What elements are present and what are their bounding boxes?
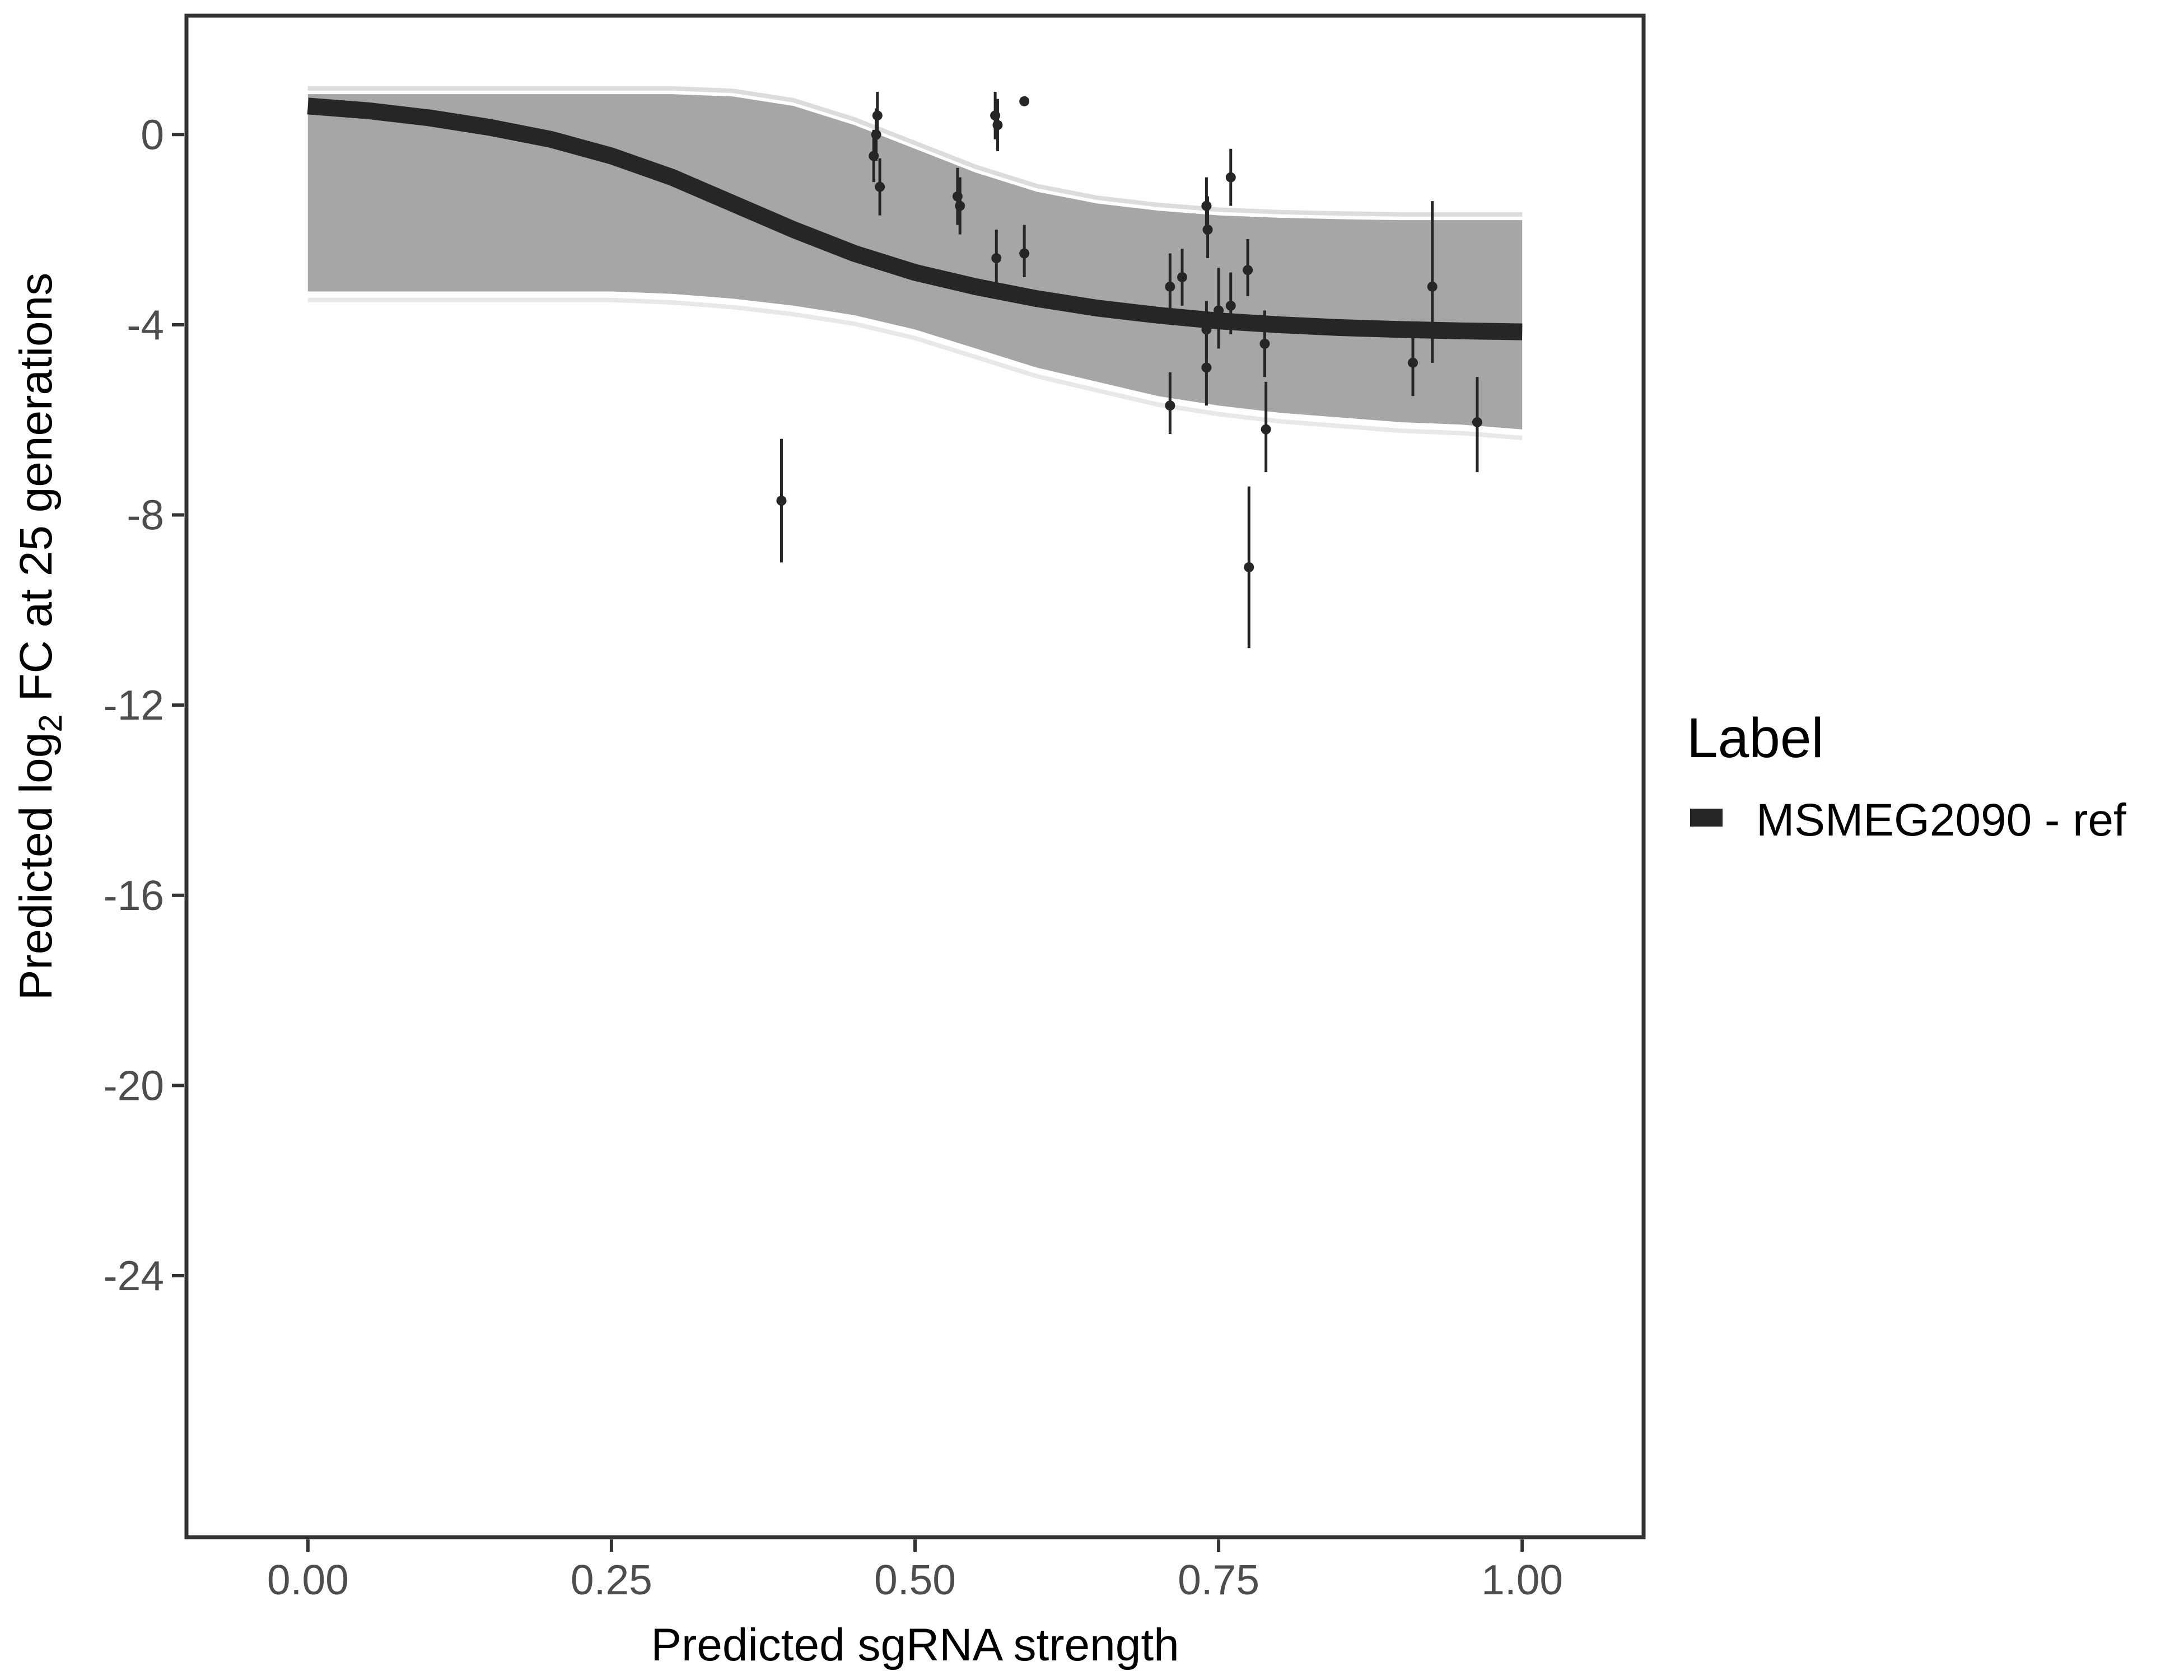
- data-point-4: [872, 91, 883, 139]
- point-marker: [875, 181, 885, 192]
- data-point-13: [1165, 253, 1175, 315]
- band-edge-lower: [307, 297, 1523, 440]
- data-point-23: [1243, 239, 1253, 296]
- y-axis-ticks: 0 -4 -8 -12 -16 -20 -24: [104, 111, 184, 1299]
- x-tick-label: 0.50: [874, 1556, 956, 1603]
- x-tick-label: 1.00: [1481, 1556, 1563, 1603]
- point-marker: [1177, 272, 1188, 282]
- y-axis-title-subscript: 2: [32, 714, 69, 732]
- point-marker: [1427, 281, 1438, 292]
- data-point-21: [1225, 148, 1236, 206]
- x-tick-label: 0.00: [267, 1556, 349, 1603]
- y-axis-title-prefix: Predicted log: [11, 732, 62, 1001]
- y-axis-title: Predicted log2 FC at 25 generations: [11, 273, 69, 1000]
- y-tick-label: 0: [141, 111, 164, 158]
- data-point-27: [1408, 324, 1418, 396]
- data-point-19: [1201, 329, 1212, 406]
- data-point-12: [1019, 225, 1030, 277]
- point-marker: [1261, 424, 1271, 435]
- data-point-10: [991, 230, 1002, 287]
- point-marker: [1201, 362, 1212, 373]
- point-marker: [955, 200, 965, 211]
- data-points-layer: [776, 91, 1482, 648]
- point-marker: [1165, 400, 1175, 411]
- point-marker: [1472, 417, 1482, 427]
- plot-panel-border: [184, 13, 1646, 1539]
- y-axis-title-suffix: FC at 25 generations: [11, 273, 62, 715]
- legend-key-swatch: [1690, 809, 1723, 827]
- y-tick-label: -20: [104, 1062, 164, 1109]
- point-marker: [1244, 562, 1254, 572]
- point-marker: [776, 496, 787, 506]
- data-point-14: [1165, 372, 1175, 435]
- x-axis-title: Predicted sgRNA strength: [651, 1620, 1179, 1670]
- y-tick-label: -16: [104, 872, 164, 919]
- data-point-17: [1202, 196, 1213, 259]
- data-point-24: [1244, 486, 1254, 648]
- point-marker: [1019, 96, 1030, 106]
- point-marker: [991, 253, 1002, 264]
- point-marker: [1243, 265, 1253, 276]
- point-marker: [1202, 225, 1213, 235]
- x-axis-ticks: 0.00 0.25 0.50 0.75 1.00: [267, 1539, 1563, 1603]
- y-tick-label: -12: [104, 682, 164, 729]
- fit-line: [307, 97, 1523, 340]
- data-point-26: [1261, 381, 1271, 473]
- data-point-1: [776, 438, 787, 563]
- x-tick-label: 0.25: [571, 1556, 652, 1603]
- point-marker: [1225, 300, 1236, 311]
- posterior-draws-band: [307, 86, 1523, 440]
- data-point-11: [1019, 96, 1030, 106]
- data-point-20: [1214, 268, 1224, 349]
- point-marker: [992, 120, 1003, 130]
- data-point-28: [1427, 201, 1438, 363]
- point-marker: [1408, 357, 1418, 368]
- point-marker: [1165, 281, 1175, 292]
- data-point-25: [1259, 310, 1270, 377]
- y-tick-label: -4: [127, 301, 164, 348]
- data-point-5: [875, 158, 885, 216]
- data-point-29: [1472, 377, 1482, 473]
- data-point-7: [955, 177, 965, 235]
- data-point-15: [1177, 249, 1188, 306]
- point-marker: [872, 110, 883, 121]
- point-marker: [1214, 305, 1224, 316]
- data-point-22: [1225, 272, 1236, 334]
- y-tick-label: -24: [104, 1252, 164, 1299]
- legend: Label MSMEG2090 - ref: [1687, 707, 2126, 846]
- x-tick-label: 0.75: [1178, 1556, 1259, 1603]
- legend-label: MSMEG2090 - ref: [1756, 795, 2126, 846]
- data-point-9: [992, 99, 1003, 151]
- point-marker: [1019, 248, 1030, 259]
- point-marker: [1259, 338, 1270, 349]
- point-marker: [1225, 172, 1236, 183]
- y-tick-label: -8: [127, 492, 164, 539]
- band-edge-upper: [307, 86, 1523, 217]
- fit-line-layer: [307, 97, 1523, 340]
- legend-title: Label: [1687, 707, 1824, 769]
